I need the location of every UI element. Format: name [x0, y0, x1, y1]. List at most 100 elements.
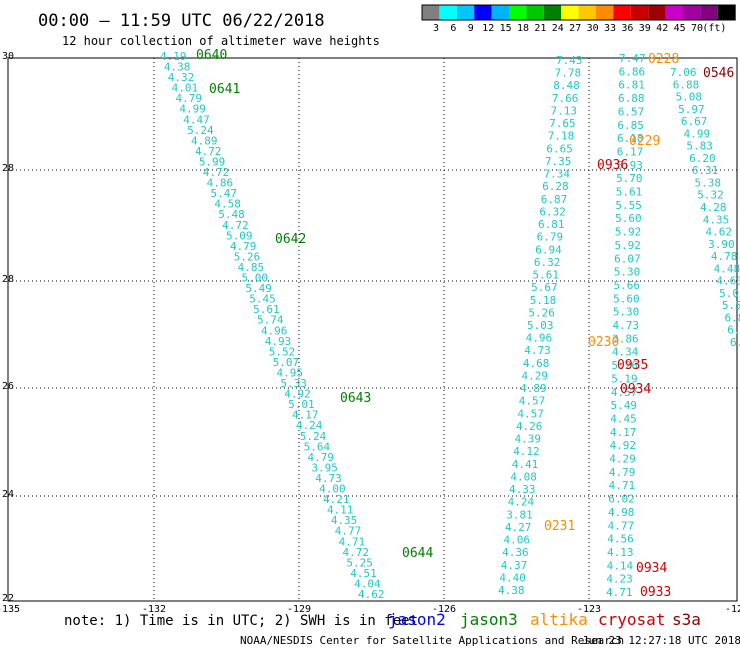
swh-value: 5.48: [218, 208, 245, 221]
swh-value: 4.63: [716, 275, 740, 288]
swh-value: 5.33: [280, 377, 307, 390]
colorbar-swatch: [683, 5, 701, 20]
colorbar-label: 27: [569, 23, 581, 34]
swh-value: 6.31: [692, 164, 719, 177]
colorbar-swatch: [561, 5, 579, 20]
swh-value: 4.62: [705, 226, 732, 239]
swh-value: 6.32: [534, 256, 561, 269]
colorbar-swatch: [526, 5, 544, 20]
swh-value: 4.23: [606, 573, 633, 586]
colorbar-swatch: [456, 5, 475, 20]
swh-value: 4.29: [521, 369, 548, 382]
lon-tick-label: -126: [432, 604, 456, 615]
pass-label-jason3: 0640: [196, 48, 227, 63]
swh-value: 5.55: [615, 199, 642, 212]
colorbar-label: 21: [534, 23, 546, 34]
swh-value: 4.71: [339, 535, 366, 548]
swh-value: 4.35: [331, 514, 358, 527]
swh-value: 7.35: [545, 155, 572, 168]
pass-label-cryosat: 0933: [640, 585, 671, 600]
colorbar-label: 15: [500, 23, 512, 34]
swh-value: 4.72: [203, 166, 230, 179]
pass-label-jason3: 0641: [209, 82, 240, 97]
swh-value: 4.86: [207, 177, 234, 190]
legend-jason2: jason2: [388, 610, 446, 629]
pass-label-altika: 0231: [544, 519, 575, 534]
swh-value: 4.37: [501, 559, 528, 572]
swh-value: 4.79: [230, 240, 257, 253]
colorbar-swatch: [630, 5, 649, 20]
swh-value: 5.61: [616, 186, 643, 199]
swh-value: 6.79: [537, 231, 564, 244]
swh-value: 4.34: [612, 346, 639, 359]
satellite-legend: jason2 jason3 altika cryosat s3a: [388, 610, 701, 629]
swh-value: 4.96: [526, 332, 553, 345]
swh-value: 5.49: [245, 282, 271, 295]
swh-value: 4.35: [703, 213, 730, 226]
swh-value: 6.28: [542, 180, 569, 193]
swh-value: 5.05: [719, 287, 740, 300]
swh-value: 5.60: [615, 212, 642, 225]
swh-value: 4.77: [335, 525, 362, 538]
swh-value: 4.99: [179, 103, 206, 116]
map-subtitle: 12 hour collection of altimeter wave hei…: [62, 34, 380, 48]
swh-value: 4.68: [523, 357, 550, 370]
swh-value: 5.60: [613, 292, 640, 305]
pass-label-cryosat: 0935: [617, 358, 648, 373]
swh-value: 4.29: [609, 453, 636, 466]
swh-value: 4.62: [358, 588, 385, 601]
swh-value: 7.13: [550, 104, 577, 117]
lat-tick-label: 28: [2, 274, 14, 285]
colorbar-label: 39: [639, 23, 651, 34]
swh-value: 5.5: [722, 299, 740, 312]
swh-value: 4.48: [714, 262, 740, 275]
swh-value: 4.89: [191, 134, 218, 147]
swh-value: 4.95: [276, 366, 303, 379]
swh-value: 6.: [730, 336, 740, 349]
lat-lon-grid: [7, 57, 738, 602]
swh-value: 5.26: [528, 306, 555, 319]
swh-value: 4.57: [611, 386, 638, 399]
timestamp-text: Jun 23 12:27:18 UTC 2018: [582, 634, 740, 647]
swh-value: 7.78: [555, 67, 582, 80]
pass-label-jason3: 0644: [402, 546, 433, 561]
swh-value: 6.67: [681, 115, 708, 128]
map-frame: [7, 57, 738, 602]
swh-value: 7.34: [544, 168, 571, 181]
colorbar-swatch: [578, 5, 596, 20]
swh-value: 4.00: [319, 483, 346, 496]
colorbar-label: 70: [691, 23, 703, 34]
colorbar-swatch: [543, 5, 562, 20]
swh-value: 4.14: [607, 559, 634, 572]
lon-tick-label: -132: [142, 604, 166, 615]
swh-value: 5.03: [527, 319, 554, 332]
swh-value: 5.66: [613, 279, 640, 292]
swh-value: 4.13: [607, 546, 634, 559]
swh-value: 5.67: [531, 281, 558, 294]
swh-value: 7.66: [552, 92, 579, 105]
swh-value: 5.24: [300, 430, 327, 443]
swh-value: 5.92: [614, 239, 641, 252]
swh-value: 6.88: [673, 78, 700, 91]
swh-value: 5.32: [697, 189, 724, 202]
swh-value: 4.51: [350, 567, 377, 580]
lat-tick-label: 22: [2, 593, 14, 604]
swh-value: 5.92: [615, 226, 642, 239]
swh-value: 7.47: [619, 52, 646, 65]
colorbar-label: 30: [587, 23, 599, 34]
swh-value: 5.07: [273, 356, 300, 369]
axis-tick-labels: -135 -132 -129 -126 -123 -120 30 28 28 26 24 22: [0, 51, 740, 615]
colorbar-label: 42: [656, 23, 668, 34]
swh-value: 4.17: [610, 426, 637, 439]
swh-value: 4.79: [609, 466, 636, 479]
swh-value: 6.81: [618, 79, 645, 92]
swh-value: 4.12: [513, 445, 540, 458]
swh-value: 6.85: [617, 119, 644, 132]
colorbar-swatch: [509, 5, 527, 20]
colorbar-swatch: [648, 5, 666, 20]
swh-value: 4.92: [610, 439, 637, 452]
swh-value: 5.25: [346, 556, 373, 569]
swh-value: 4.58: [214, 198, 241, 211]
lat-tick-label: 24: [2, 489, 14, 500]
colorbar-swatch: [613, 5, 631, 20]
